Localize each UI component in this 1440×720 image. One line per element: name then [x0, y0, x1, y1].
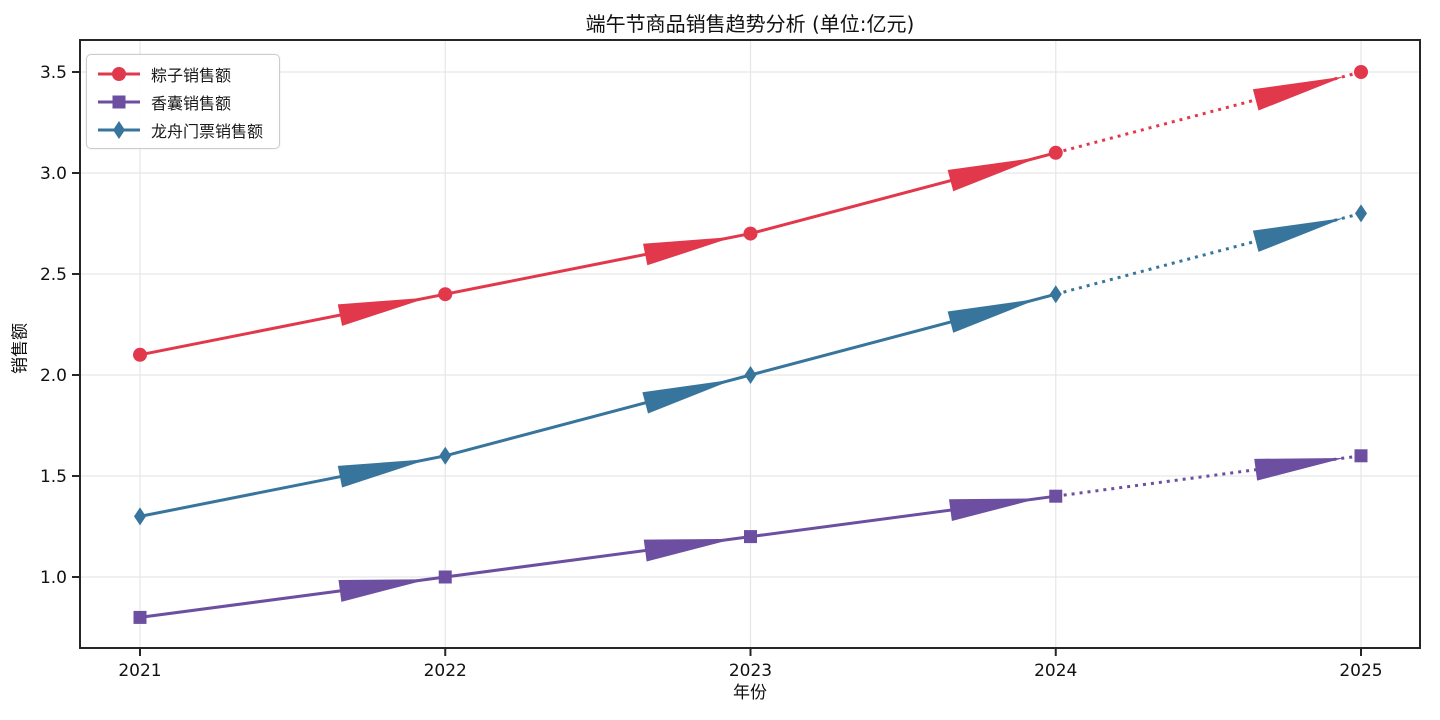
x-tick-label: 2022 [424, 661, 467, 681]
legend-item-1: 香囊销售额 [97, 90, 263, 113]
y-axis-label: 销售额 [10, 323, 31, 374]
series-0-line [139, 151, 1057, 357]
series-2-marker [744, 366, 757, 384]
x-tick-label: 2024 [1034, 661, 1077, 681]
x-tick-label: 2021 [118, 661, 161, 681]
y-tick-label: 3.5 [40, 63, 67, 83]
series-2-arrow [1252, 217, 1345, 252]
series-2-arrow [642, 379, 734, 414]
y-tick-label: 3.0 [40, 164, 67, 184]
legend-label: 香囊销售额 [151, 93, 232, 113]
series-2-line [139, 292, 1057, 518]
series-1-arrow [643, 538, 734, 562]
legend-circle-marker-icon [98, 66, 140, 81]
series-2-marker [1355, 204, 1367, 223]
legend-label: 粽子销售额 [151, 65, 232, 85]
series-0-marker [438, 287, 453, 302]
series-0-marker [1354, 65, 1368, 79]
series-1-marker [438, 570, 452, 584]
legend-item-2: 龙舟门票销售额 [97, 118, 263, 141]
series-1-marker [133, 610, 147, 624]
legend: 粽子销售额香囊销售额龙舟门票销售额 [86, 54, 281, 149]
series-2-arrow [947, 298, 1039, 333]
series-1-line [139, 494, 1056, 619]
x-tick-label: 2025 [1339, 661, 1382, 681]
y-tick-label: 2.0 [40, 366, 67, 386]
series-0-marker [1048, 145, 1063, 160]
series-0-arrow [1252, 76, 1345, 111]
series-2-arrow [337, 459, 429, 488]
series-0-marker [133, 347, 147, 362]
axes-spines [79, 39, 1421, 649]
y-tick-label: 2.5 [40, 265, 67, 285]
chart-title: 端午节商品销售趋势分析 (单位:亿元) [585, 12, 915, 36]
series-0-arrow [337, 297, 429, 326]
legend-item-0: 粽子销售额 [97, 62, 263, 85]
x-axis-label: 年份 [733, 683, 767, 703]
series-1-arrow [338, 579, 429, 602]
series-2-marker [134, 507, 146, 526]
legend-label: 龙舟门票销售额 [151, 121, 264, 141]
series-1-marker [1354, 449, 1368, 463]
series-2-marker [1049, 285, 1062, 304]
series-0-arrow [643, 236, 734, 266]
y-tick-label: 1.0 [40, 568, 67, 588]
legend-diamond-marker-icon [98, 120, 140, 139]
series-2-marker [439, 446, 452, 465]
legend-square-marker-icon [98, 95, 140, 108]
series-0-marker [743, 226, 758, 241]
series-1-marker [1049, 489, 1063, 503]
series-1-arrow [1254, 458, 1345, 481]
series-0-arrow [947, 157, 1039, 192]
y-tick-label: 1.5 [40, 467, 67, 487]
x-tick-label: 2023 [729, 661, 772, 681]
series-1-arrow [948, 498, 1039, 522]
series-1-marker [744, 530, 757, 544]
